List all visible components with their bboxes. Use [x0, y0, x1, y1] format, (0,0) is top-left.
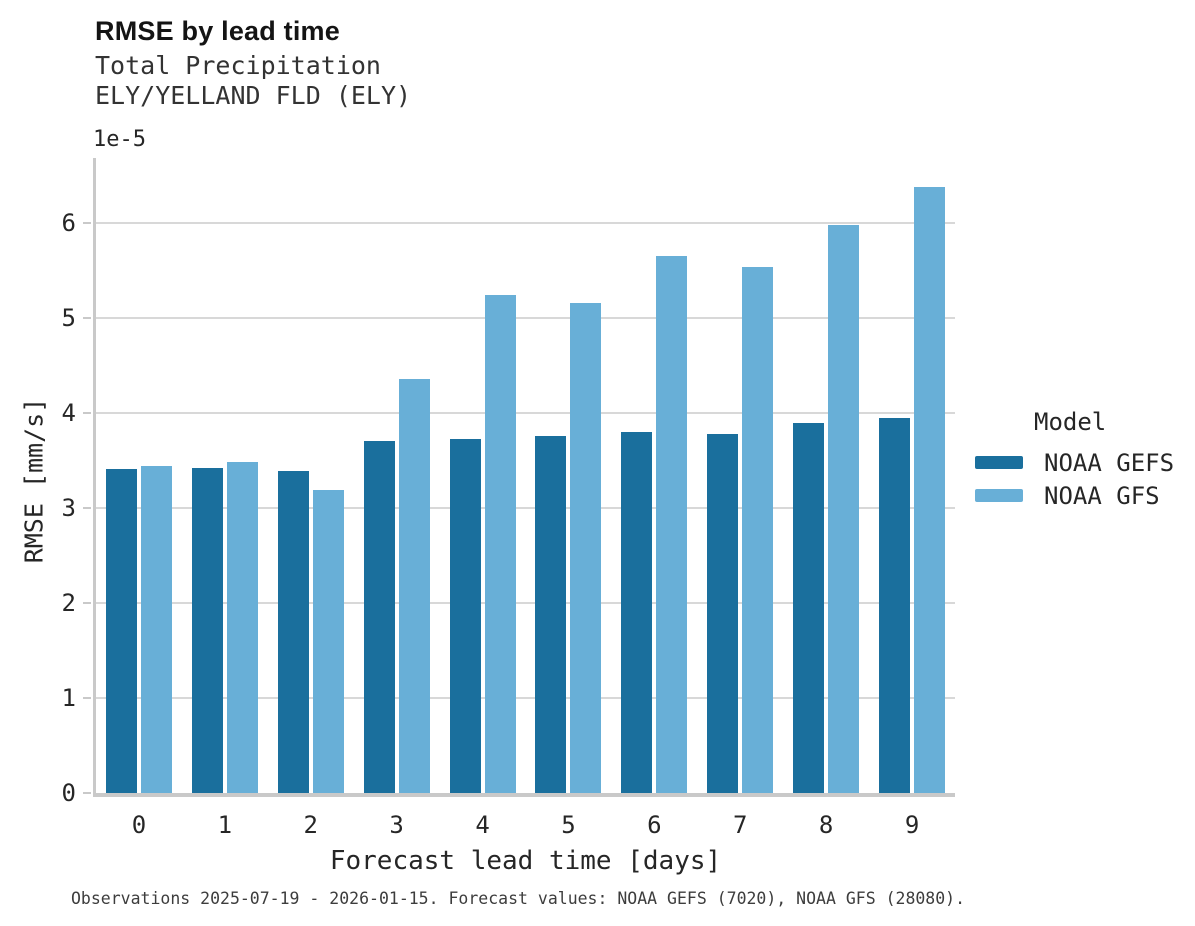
- bar-noaa-gefs-lead-9: [879, 417, 911, 793]
- bar-noaa-gfs-lead-5: [570, 302, 602, 793]
- bar-noaa-gfs-lead-0: [140, 466, 172, 793]
- bar-group-lead-8: [783, 158, 869, 793]
- legend-label: NOAA GFS: [1044, 481, 1160, 510]
- bars-container: [96, 158, 955, 793]
- y-tick-label-4: 4: [61, 398, 76, 427]
- bar-noaa-gfs-lead-2: [312, 489, 344, 793]
- caption-observations-note: Observations 2025-07-19 - 2026-01-15. Fo…: [71, 889, 966, 908]
- y-tick-mark-0: [83, 792, 91, 794]
- x-tick-label-5: 5: [561, 811, 576, 839]
- bar-noaa-gefs-lead-1: [191, 467, 223, 793]
- gridline-y-4: [96, 411, 955, 414]
- y-tick-label-0: 0: [61, 779, 76, 807]
- bar-noaa-gfs-lead-7: [742, 267, 774, 793]
- bar-noaa-gfs-lead-8: [828, 224, 860, 793]
- x-tick-label-9: 9: [904, 811, 920, 839]
- y-tick-mark-2: [83, 601, 91, 604]
- bar-noaa-gefs-lead-5: [535, 435, 567, 793]
- y-tick-label-5: 5: [61, 303, 76, 332]
- x-tick-label-0: 0: [131, 811, 147, 839]
- gridline-y-3: [96, 506, 955, 509]
- gridline-y-5: [96, 316, 955, 319]
- y-tick-label-3: 3: [61, 493, 76, 522]
- chart-title: RMSE by lead time: [95, 16, 340, 46]
- bar-group-lead-1: [182, 158, 268, 793]
- legend-item-noaa-gefs: NOAA GEFS: [975, 446, 1190, 479]
- y-tick-label-2: 2: [61, 588, 76, 617]
- gridline-y-1: [96, 696, 955, 699]
- x-tick-label-6: 6: [647, 811, 662, 839]
- y-tick-mark-1: [83, 696, 91, 699]
- bar-noaa-gefs-lead-6: [621, 431, 653, 793]
- bar-group-lead-6: [611, 158, 697, 793]
- bar-noaa-gfs-lead-3: [398, 378, 430, 793]
- bar-noaa-gefs-lead-2: [277, 470, 309, 793]
- bar-group-lead-9: [869, 158, 955, 793]
- y-tick-mark-3: [83, 506, 91, 509]
- y-axis-offset-multiplier: 1e-5: [93, 127, 146, 152]
- bar-noaa-gefs-lead-7: [707, 433, 739, 793]
- bar-group-lead-3: [354, 158, 440, 793]
- bar-noaa-gfs-lead-6: [656, 255, 688, 793]
- bar-noaa-gefs-lead-0: [105, 468, 137, 793]
- chart-subtitle-station: ELY/YELLAND FLD (ELY): [95, 81, 412, 110]
- y-tick-label-1: 1: [61, 683, 76, 712]
- x-axis-label: Forecast lead time [days]: [329, 846, 722, 876]
- legend-items: NOAA GEFS NOAA GFS: [975, 446, 1190, 512]
- gridline-y-2: [96, 601, 955, 604]
- legend: Model NOAA GEFS NOAA GFS: [975, 408, 1190, 512]
- bar-group-lead-4: [440, 158, 526, 793]
- chart-subtitle-variable: Total Precipitation: [95, 51, 381, 80]
- y-tick-mark-5: [83, 316, 91, 319]
- bar-group-lead-2: [268, 158, 354, 793]
- legend-swatch-icon: [975, 456, 1023, 469]
- y-axis-label: RMSE [mm/s]: [19, 397, 49, 564]
- bar-noaa-gefs-lead-8: [793, 423, 825, 793]
- bar-group-lead-5: [526, 158, 612, 793]
- y-tick-mark-4: [83, 411, 91, 414]
- bar-noaa-gefs-lead-4: [449, 439, 481, 793]
- x-tick-label-8: 8: [818, 811, 834, 839]
- bar-noaa-gfs-lead-9: [914, 187, 946, 793]
- legend-swatch-icon: [975, 489, 1023, 502]
- gridline-y-6: [96, 221, 955, 224]
- bar-noaa-gfs-lead-4: [484, 294, 516, 793]
- x-tick-label-4: 4: [475, 811, 490, 839]
- x-tick-label-1: 1: [217, 811, 233, 839]
- bar-noaa-gfs-lead-1: [226, 462, 258, 793]
- legend-title: Model: [1034, 408, 1107, 436]
- x-tick-label-3: 3: [389, 811, 404, 839]
- plot-area: 0 1 2 3 4 5 6 0 1 2 3 4 5 6 7 8 9: [62, 158, 955, 837]
- y-tick-mark-6: [83, 221, 91, 224]
- x-tick-label-2: 2: [303, 811, 318, 839]
- legend-item-noaa-gfs: NOAA GFS: [975, 479, 1190, 512]
- legend-label: NOAA GEFS: [1044, 448, 1175, 477]
- y-tick-label-6: 6: [61, 208, 76, 237]
- bar-group-lead-7: [697, 158, 783, 793]
- x-tick-label-7: 7: [733, 811, 748, 839]
- bar-group-lead-0: [96, 158, 182, 793]
- bar-noaa-gefs-lead-3: [363, 441, 395, 793]
